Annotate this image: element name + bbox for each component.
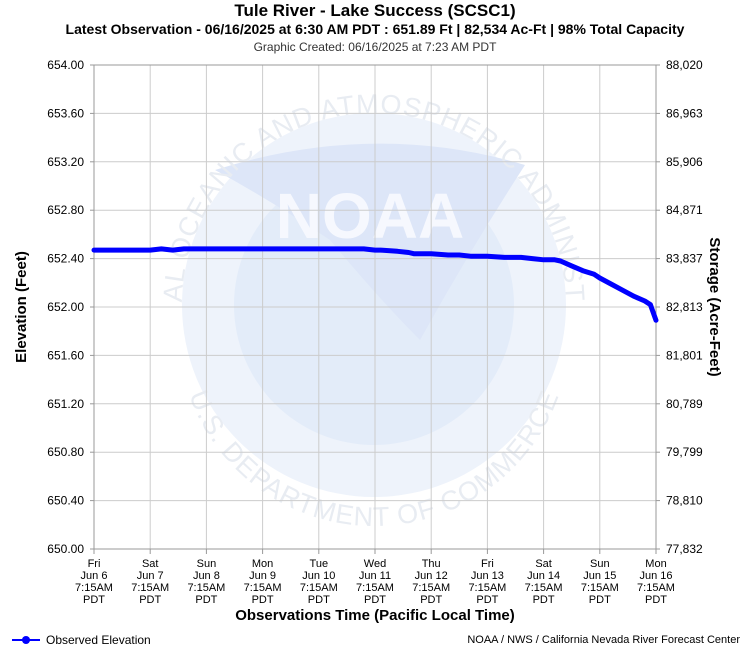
x-tick-label: Sun Jun 8 7:15AM PDT [187, 558, 225, 606]
chart-subtitle: Latest Observation - 06/16/2025 at 6:30 … [65, 21, 685, 37]
legend-line-marker-icon [12, 636, 40, 644]
y-tick-label: 651.60 [47, 348, 84, 362]
y2-tick-label: 88,020 [666, 58, 703, 72]
grid-lines [93, 64, 657, 550]
y2-tick-label: 80,789 [666, 397, 703, 411]
y2-tick-label: 84,871 [666, 203, 703, 217]
graphic-created-note: Graphic Created: 06/16/2025 at 7:23 AM P… [253, 40, 497, 54]
y2-axis-ticks: 88,020 86,963 85,906 84,871 83,837 82,813 81,8… [656, 58, 703, 556]
x-tick-label: Mon Jun 16 7:15AM PDT [637, 558, 675, 606]
y-tick-label: 651.20 [47, 397, 84, 411]
x-tick-label: Fri Jun 13 7:15AM PDT [468, 558, 506, 606]
x-tick-label: Sat Jun 7 7:15AM PDT [131, 558, 169, 606]
y2-tick-label: 78,810 [666, 494, 703, 508]
x-axis-ticks: Fri Jun 6 7:15AM PDT Sat Jun 7 7:15AM PDT Sun Jun… [75, 549, 675, 606]
x-tick-label: Fri Jun 6 7:15AM PDT [75, 558, 113, 606]
y-axis-ticks: 654.00 653.60 653.20 652.80 652.40 652.00 651.… [47, 58, 94, 556]
y-tick-label: 652.00 [47, 300, 84, 314]
y-tick-label: 653.20 [47, 155, 84, 169]
y-tick-label: 652.40 [47, 252, 84, 266]
y-tick-label: 654.00 [47, 58, 84, 72]
x-tick-label: Thu Jun 12 7:15AM PDT [412, 558, 450, 606]
x-axis-title: Observations Time (Pacific Local Time) [235, 607, 515, 624]
y2-tick-label: 77,832 [666, 542, 703, 556]
y2-tick-label: 83,837 [666, 252, 703, 266]
x-tick-label: Mon Jun 9 7:15AM PDT [244, 558, 282, 606]
y-axis-title: Elevation (Feet) [13, 251, 30, 363]
y2-tick-label: 85,906 [666, 155, 703, 169]
y-tick-label: 650.00 [47, 542, 84, 556]
y2-tick-label: 82,813 [666, 300, 703, 314]
y-tick-label: 650.80 [47, 445, 84, 459]
y2-axis-title: Storage (Acre-Feet) [706, 237, 723, 376]
y2-tick-label: 79,799 [666, 445, 703, 459]
y-tick-label: 652.80 [47, 203, 84, 217]
legend-label: Observed Elevation [46, 633, 151, 647]
source-credit: NOAA / NWS / California Nevada River For… [467, 634, 740, 646]
watermark-logo-text: NOAA [276, 180, 464, 252]
x-tick-label: Tue Jun 10 7:15AM PDT [300, 558, 338, 606]
x-tick-label: Wed Jun 11 7:15AM PDT [356, 558, 394, 606]
x-tick-label: Sun Jun 15 7:15AM PDT [581, 558, 619, 606]
y-tick-label: 653.60 [47, 106, 84, 120]
x-tick-label: Sat Jun 14 7:15AM PDT [525, 558, 563, 606]
y2-tick-label: 81,801 [666, 348, 703, 362]
observed-elevation-line [91, 246, 659, 323]
y2-tick-label: 86,963 [666, 106, 703, 120]
chart-title: Tule River - Lake Success (SCSC1) [234, 1, 516, 20]
y-tick-label: 650.40 [47, 494, 84, 508]
legend: Observed Elevation [12, 633, 151, 647]
